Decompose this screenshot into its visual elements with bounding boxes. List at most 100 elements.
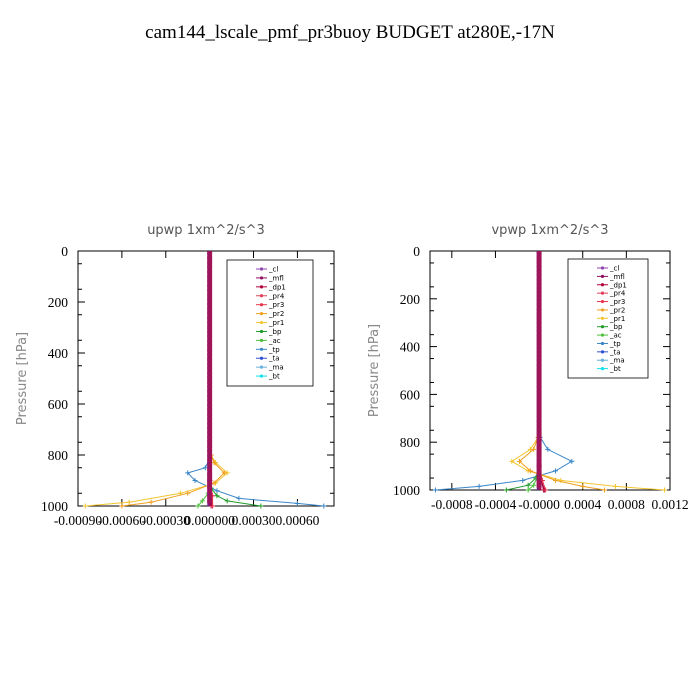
series-point-_dp1	[207, 389, 213, 394]
legend-label-_pr4: _pr4	[609, 290, 626, 298]
series-point-_tp	[202, 465, 208, 471]
series-point-_dp1	[207, 265, 213, 270]
series-point-_dp1	[536, 259, 542, 264]
series-point-_dp1	[207, 347, 213, 352]
series-point-_dp1	[207, 458, 213, 463]
legend-label-_bt: _bt	[609, 365, 621, 373]
series-point-_dp1	[207, 467, 213, 472]
series-point-_dp1	[536, 466, 542, 471]
legend-marker-_cl	[600, 266, 605, 270]
series-point-_tp	[569, 458, 575, 464]
series-point-_dp1	[207, 393, 213, 398]
legend-marker-_ta	[600, 350, 605, 354]
series-point-_pr1	[509, 458, 515, 464]
series-point-_dp1	[207, 260, 213, 265]
y-tick-label: 0	[413, 244, 420, 259]
series-point-_dp1	[536, 333, 542, 338]
series-point-_dp1	[207, 352, 213, 357]
y-tick-label: 800	[48, 448, 69, 463]
legend-label-_pr2: _pr2	[268, 310, 284, 318]
legend-marker-_bt	[259, 374, 264, 378]
series-point-_dp1	[207, 324, 213, 329]
series-point-_ac	[531, 482, 537, 488]
y-tick-label: 200	[400, 292, 421, 307]
series-point-_dp1	[536, 419, 542, 424]
series-point-_pr2	[516, 458, 522, 464]
x-tick-label: -0.0004	[475, 497, 517, 512]
legend-marker-_ma	[600, 358, 605, 362]
legend-marker-_tp	[259, 347, 264, 351]
series-point-_ac	[199, 498, 205, 504]
series-point-_pr2	[211, 460, 217, 466]
series-point-_dp1	[207, 439, 213, 444]
series-point-_dp1	[207, 311, 213, 316]
series-point-_pr1	[662, 487, 668, 493]
y-tick-label: 1000	[41, 499, 68, 514]
series-point-_dp1	[207, 269, 213, 274]
series-point-_dp1	[207, 407, 213, 412]
legend-label-_bp: _bp	[609, 323, 623, 331]
series-point-_dp1	[207, 481, 213, 486]
series-point-_dp1	[207, 444, 213, 449]
series-point-_dp1	[536, 367, 542, 372]
legend-marker-_bt	[600, 367, 605, 371]
legend-marker-_ac	[600, 333, 605, 337]
series-point-_dp1	[536, 384, 542, 389]
series-point-_dp1	[207, 334, 213, 339]
series-point-_dp1	[536, 444, 542, 449]
series-point-_dp1	[207, 288, 213, 293]
x-tick-label: -0.00030	[142, 513, 191, 528]
legend-marker-_bp	[259, 329, 264, 334]
series-point-_dp1	[207, 476, 213, 481]
plot-frame	[429, 250, 671, 491]
series-point-_dp1	[207, 425, 213, 430]
series-point-_dp1	[536, 328, 542, 333]
legend-label-_pr3: _pr3	[609, 298, 625, 306]
series-point-_dp1	[536, 264, 542, 269]
legend-label-_ta: _ta	[609, 348, 621, 356]
chart-0: upwp 1xm^2/s^3 Pressure [hPa] 0 200 400 600 80…	[15, 223, 335, 528]
series-point-_dp1	[536, 346, 542, 351]
y-tick-label: 0	[61, 244, 68, 259]
series-point-_dp1	[207, 274, 213, 279]
x-tick-label: -0.0000	[518, 497, 560, 512]
series-point-_dp1	[207, 375, 213, 380]
series-point-_dp1	[207, 416, 213, 421]
legend-label-_bp: _bp	[268, 328, 282, 336]
legend-label-_mfl: _mfl	[268, 274, 284, 282]
plot-frame	[77, 250, 335, 507]
legend-marker-_pr2	[600, 308, 605, 312]
series-point-_tp	[192, 478, 198, 483]
series-point-_bp	[258, 503, 264, 509]
series-point-_tp	[185, 470, 191, 476]
y-tick-label: 400	[400, 340, 421, 355]
series-point-_dp1	[207, 471, 213, 476]
legend-marker-_pr4	[259, 294, 264, 298]
series-point-_pr2	[221, 470, 227, 476]
series-point-_pr1	[126, 499, 132, 505]
series-point-_dp1	[207, 430, 213, 435]
series-point-_bp	[525, 482, 531, 488]
series-point-_dp1	[536, 436, 542, 441]
series-point-_dp1	[207, 421, 213, 426]
legend-marker-_pr3	[259, 303, 264, 307]
legend-label-_pr4: _pr4	[268, 292, 285, 300]
series-point-_dp1	[536, 410, 542, 415]
series-point-_dp1	[207, 297, 213, 302]
series-point-_dp1	[536, 457, 542, 462]
legend-label-_ma: _ma	[609, 357, 625, 365]
legend-label-_cl: _cl	[609, 265, 619, 273]
series-point-_dp1	[536, 281, 542, 286]
series-point-_dp1	[207, 462, 213, 467]
series-point-_pr2	[602, 487, 608, 493]
series-point-_dp1	[207, 306, 213, 311]
x-tick-label: -0.00090	[54, 513, 103, 528]
series-point-_dp1	[536, 290, 542, 295]
series-point-_pr1	[82, 503, 88, 509]
legend-label-_pr2: _pr2	[609, 306, 625, 314]
series-point-_dp1	[536, 376, 542, 381]
series-point-_dp1	[536, 255, 542, 260]
series-point-_pr1	[612, 483, 618, 489]
series-point-_dp1	[207, 329, 213, 334]
series-point-_dp1	[207, 279, 213, 284]
